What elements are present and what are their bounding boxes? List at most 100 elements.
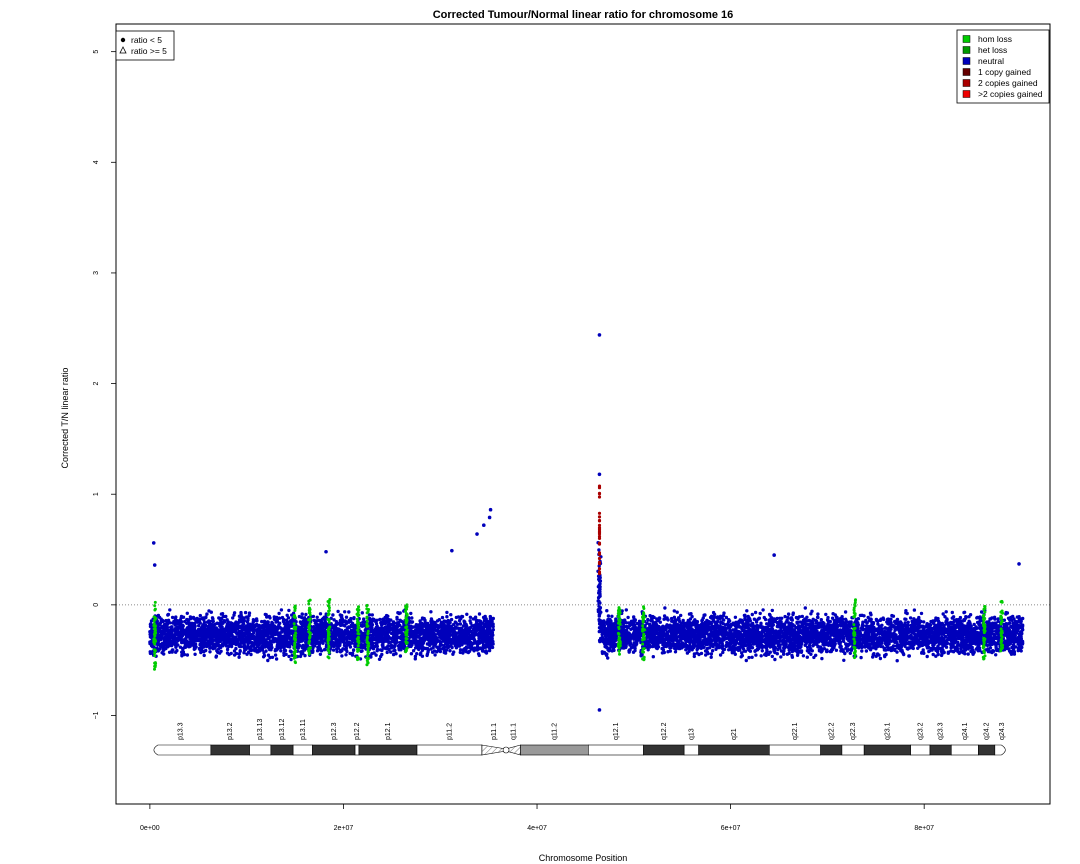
ideogram-band xyxy=(270,744,294,756)
ideogram-band-label: q22.2 xyxy=(828,722,835,740)
ideogram-band-label: p13.12 xyxy=(279,718,286,740)
y-axis-label: Corrected T/N linear ratio xyxy=(60,368,70,469)
segment-points xyxy=(600,606,1025,663)
loss-region-points xyxy=(326,598,332,660)
ideogram-band-label: q24.2 xyxy=(984,722,991,740)
triangle-symbol-icon xyxy=(119,46,127,54)
shape-legend: ratio < 5 ratio >= 5 xyxy=(115,30,175,61)
plot-frame xyxy=(115,23,1051,805)
ideogram-band xyxy=(929,744,952,756)
status-legend-swatch xyxy=(962,46,971,54)
y-tick-label: 4 xyxy=(93,160,100,164)
ideogram-band xyxy=(978,744,996,756)
shape-legend-label-1: ratio >= 5 xyxy=(131,46,167,56)
outlier-point xyxy=(1017,562,1021,566)
x-tick-label: 0e+00 xyxy=(140,825,160,832)
ideogram-band xyxy=(312,744,356,756)
ideogram-band-label: p13.3 xyxy=(177,722,184,740)
outlier-point xyxy=(772,553,776,557)
ideogram-band xyxy=(481,744,507,756)
ideogram-band xyxy=(863,744,911,756)
ideogram-band-label: q12.1 xyxy=(613,722,620,740)
ideogram-band xyxy=(520,744,589,756)
ideogram-band-label: q23.3 xyxy=(938,722,945,740)
ideogram-band xyxy=(683,744,699,756)
ideogram-band xyxy=(841,744,865,756)
ideogram-band xyxy=(820,744,843,756)
y-tick-label: 2 xyxy=(93,382,100,386)
loss-region-points xyxy=(999,599,1005,653)
loss-region-points xyxy=(307,598,312,656)
loss-region-points xyxy=(152,600,158,671)
status-legend-label: hom loss xyxy=(978,34,1012,44)
loss-region-points xyxy=(292,604,298,665)
segment-points xyxy=(148,608,495,663)
chromosome-ideogram: p13.3 p13.2 p13.13 p13.12 p13.11 p12.3 p12.2 p1… xyxy=(153,718,1006,756)
ideogram-band xyxy=(769,744,821,756)
ideogram-band-label: q23.1 xyxy=(884,722,891,740)
ideogram-band-label: q21 xyxy=(731,728,738,740)
outlier-point xyxy=(597,472,602,477)
chart-title: Corrected Tumour/Normal linear ratio for… xyxy=(433,9,734,21)
loss-region-points xyxy=(404,603,409,654)
outlier-point xyxy=(152,563,157,567)
ideogram-band-label: p11.2 xyxy=(446,723,453,740)
y-axis: −1 0 1 2 3 4 5 xyxy=(93,50,116,719)
x-tick-label: 4e+07 xyxy=(527,825,547,832)
status-legend-box xyxy=(956,29,1050,104)
loss-region-points xyxy=(641,605,646,662)
status-legend-swatch xyxy=(962,35,971,43)
outlier-point xyxy=(324,549,328,554)
ideogram-band-label: q22.3 xyxy=(850,722,857,740)
ideogram-band xyxy=(588,744,644,756)
ideogram-band-label: q11.1 xyxy=(510,723,517,740)
outlier-point xyxy=(481,523,486,527)
dot-symbol-icon xyxy=(120,37,126,43)
ideogram-band-label: p12.2 xyxy=(354,722,361,740)
ideogram-band-label: p13.13 xyxy=(257,718,264,740)
ideogram-band-label: p11.1 xyxy=(491,723,498,740)
y-tick-label: 5 xyxy=(93,50,100,54)
ideogram-band-label: p12.1 xyxy=(385,722,392,740)
outlier-point xyxy=(450,548,454,553)
y-tick-label: −1 xyxy=(93,711,100,719)
ideogram-band xyxy=(153,744,212,756)
x-tick-label: 6e+07 xyxy=(721,825,741,832)
outlier-point xyxy=(151,541,156,545)
ideogram-band xyxy=(910,744,931,756)
status-legend-swatch xyxy=(962,79,971,87)
ideogram-band-label: p12.3 xyxy=(331,722,338,740)
x-tick-label: 8e+07 xyxy=(914,825,934,832)
status-legend-label: 1 copy gained xyxy=(978,67,1031,77)
shape-legend-box xyxy=(115,30,175,61)
loss-region-points xyxy=(852,598,857,660)
ideogram-band-label: q22.1 xyxy=(792,722,799,740)
x-axis-label: Chromosome Position xyxy=(539,853,628,863)
x-axis: 0e+00 2e+07 4e+07 6e+07 8e+07 xyxy=(140,804,934,832)
loss-region-points xyxy=(981,605,987,661)
loss-region-points xyxy=(355,605,361,662)
loss-region-points xyxy=(616,606,622,656)
ideogram-band xyxy=(994,744,1006,756)
ideogram-band xyxy=(643,744,685,756)
y-tick-label: 1 xyxy=(93,492,100,496)
loss-region-points xyxy=(365,603,371,667)
data-points xyxy=(148,333,1025,712)
status-legend-swatch xyxy=(962,90,971,98)
ideogram-band xyxy=(210,744,250,756)
ideogram-band xyxy=(249,744,272,756)
outlier-point xyxy=(488,507,493,512)
outlier-point xyxy=(597,333,602,337)
status-legend-label: neutral xyxy=(978,56,1004,66)
shape-legend-label-0: ratio < 5 xyxy=(131,35,162,45)
status-legend-swatch xyxy=(962,57,971,65)
ideogram-band-label: q12.2 xyxy=(661,722,668,740)
ideogram-band-label: p13.11 xyxy=(300,719,307,740)
ideogram-band xyxy=(354,744,360,756)
status-legend-label: het loss xyxy=(978,45,1007,55)
ideogram-band-label: q11.2 xyxy=(551,723,558,740)
ideogram-band xyxy=(292,744,313,756)
outlier-point xyxy=(597,708,602,712)
